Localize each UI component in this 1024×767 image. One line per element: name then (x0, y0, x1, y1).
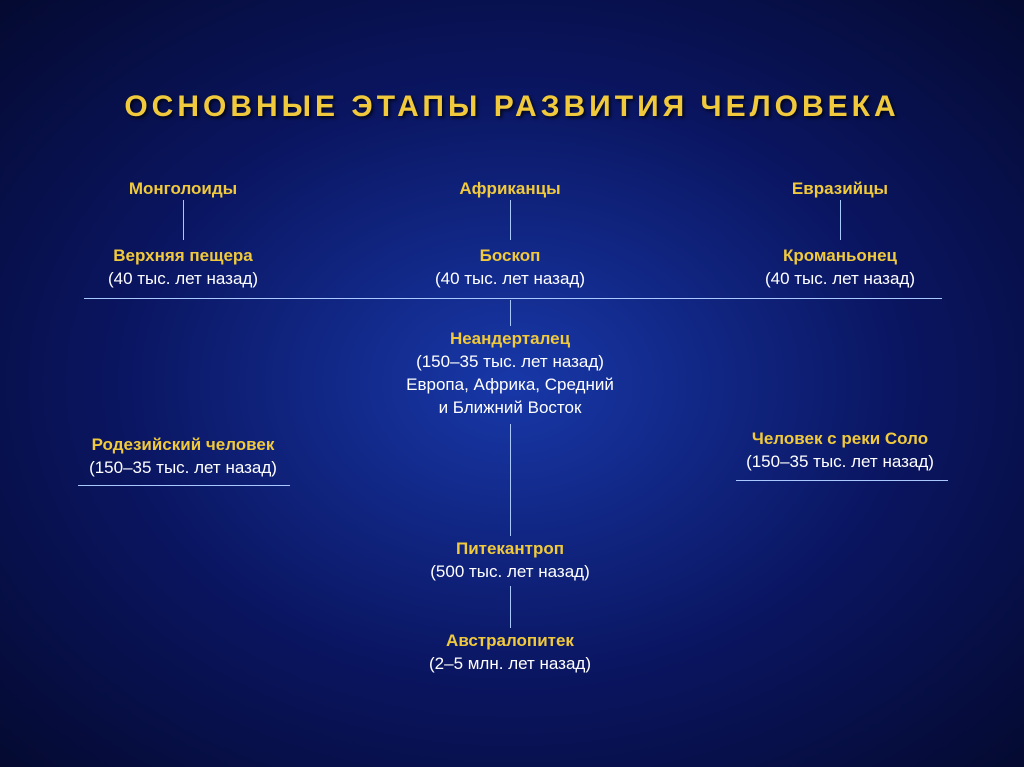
node-uppercave: Верхняя пещера (40 тыс. лет назад) (63, 245, 303, 291)
node-rhodesian: Родезийский человек (150–35 тыс. лет наз… (53, 434, 313, 480)
hline-solo (736, 480, 948, 481)
hline-top (84, 298, 942, 299)
label-africans: Африканцы (400, 178, 620, 201)
label-uppercave: Верхняя пещера (63, 245, 303, 268)
vline (840, 200, 841, 240)
hline-rhodesian (78, 485, 290, 486)
sub-rhodesian: (150–35 тыс. лет назад) (53, 457, 313, 480)
label-solo: Человек с реки Соло (710, 428, 970, 451)
vline (183, 200, 184, 240)
node-neandertal: Неандерталец (150–35 тыс. лет назад) Евр… (370, 328, 650, 420)
label-neandertal: Неандерталец (370, 328, 650, 351)
sub-solo: (150–35 тыс. лет назад) (710, 451, 970, 474)
label-pithec: Питекантроп (380, 538, 640, 561)
sub-austral: (2–5 млн. лет назад) (380, 653, 640, 676)
node-pithec: Питекантроп (500 тыс. лет назад) (380, 538, 640, 584)
node-eurasians: Евразийцы (730, 178, 950, 201)
vline (510, 586, 511, 628)
label-eurasians: Евразийцы (730, 178, 950, 201)
label-boskop: Боскоп (390, 245, 630, 268)
node-boskop: Боскоп (40 тыс. лет назад) (390, 245, 630, 291)
sub-neandertal: (150–35 тыс. лет назад) Европа, Африка, … (370, 351, 650, 420)
node-africans: Африканцы (400, 178, 620, 201)
page-title: ОСНОВНЫЕ ЭТАПЫ РАЗВИТИЯ ЧЕЛОВЕКА (0, 0, 1024, 124)
label-cromagnon: Кроманьонец (720, 245, 960, 268)
label-austral: Австралопитек (380, 630, 640, 653)
label-rhodesian: Родезийский человек (53, 434, 313, 457)
vline (510, 200, 511, 240)
node-austral: Австралопитек (2–5 млн. лет назад) (380, 630, 640, 676)
vline (510, 300, 511, 326)
node-solo: Человек с реки Соло (150–35 тыс. лет наз… (710, 428, 970, 474)
sub-uppercave: (40 тыс. лет назад) (63, 268, 303, 291)
sub-pithec: (500 тыс. лет назад) (380, 561, 640, 584)
label-mongoloids: Монголоиды (73, 178, 293, 201)
node-mongoloids: Монголоиды (73, 178, 293, 201)
sub-boskop: (40 тыс. лет назад) (390, 268, 630, 291)
sub-cromagnon: (40 тыс. лет назад) (720, 268, 960, 291)
node-cromagnon: Кроманьонец (40 тыс. лет назад) (720, 245, 960, 291)
vline (510, 424, 511, 536)
